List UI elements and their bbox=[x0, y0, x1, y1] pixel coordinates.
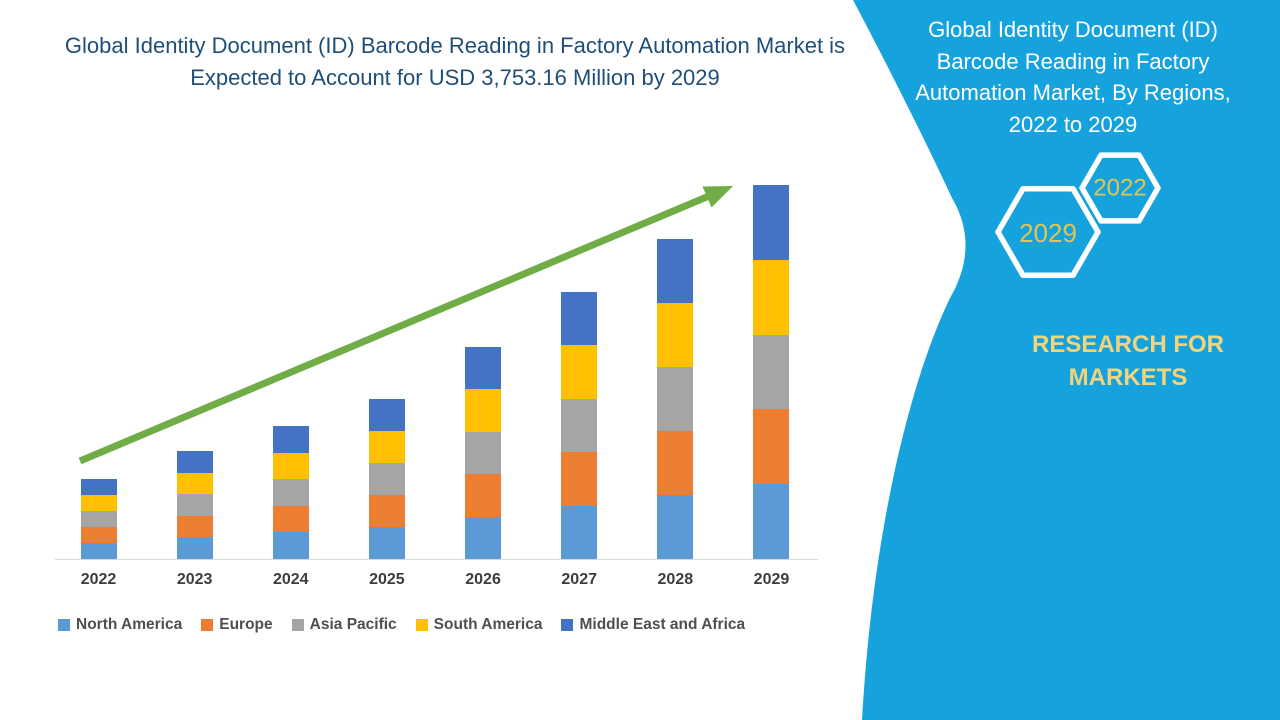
bar-segment-north-america bbox=[176, 537, 213, 559]
bar-segment-middle-east-and-africa bbox=[753, 185, 790, 260]
legend-swatch bbox=[415, 619, 428, 631]
legend-item-north-america: North America bbox=[58, 616, 182, 634]
bar-2029 bbox=[753, 185, 790, 559]
bar-segment-asia-pacific bbox=[80, 511, 117, 528]
x-axis-line bbox=[55, 559, 818, 560]
x-axis-label-2024: 2024 bbox=[272, 571, 309, 588]
bar-segment-europe bbox=[80, 527, 117, 544]
chart-legend: North America Europe Asia Pacific South Ame… bbox=[58, 616, 745, 634]
x-axis-label-2026: 2026 bbox=[465, 571, 501, 588]
right-panel-title: Global Identity Document (ID) Barcode Re… bbox=[915, 17, 1231, 137]
x-axis-label-2025: 2025 bbox=[369, 571, 405, 588]
bar-segment-asia-pacific bbox=[753, 334, 790, 410]
x-axis-label-2029: 2029 bbox=[753, 571, 790, 588]
legend-swatch bbox=[561, 619, 574, 631]
bar-segment-north-america bbox=[272, 532, 309, 559]
x-axis-label-2022: 2022 bbox=[80, 571, 117, 588]
legend-item-south-america: South America bbox=[415, 616, 543, 634]
bar-segment-north-america bbox=[753, 484, 790, 559]
x-axis-label-2028: 2028 bbox=[657, 571, 694, 588]
bar-segment-asia-pacific bbox=[176, 494, 213, 516]
bar-segment-middle-east-and-africa bbox=[80, 479, 117, 496]
bar-segment-europe bbox=[465, 474, 502, 517]
legend-swatch bbox=[58, 619, 70, 631]
bar-segment-south-america bbox=[753, 259, 790, 335]
hexagon-2022-label: 2022 bbox=[1093, 175, 1146, 202]
bar-segment-north-america bbox=[657, 495, 694, 559]
legend-item-europe: Europe bbox=[201, 616, 273, 634]
bar-segment-asia-pacific bbox=[272, 479, 309, 506]
bar-segment-south-america bbox=[176, 472, 213, 495]
blue-curved-shape bbox=[853, 0, 1280, 720]
x-axis-label-2023: 2023 bbox=[176, 571, 213, 588]
bar-segment-europe bbox=[272, 505, 309, 533]
bar-segment-europe bbox=[368, 495, 405, 527]
x-axis-labels: 2022 2023 2024 2025 2026 2027 2028 2029 bbox=[55, 571, 817, 595]
hexagon-2029 bbox=[995, 185, 1101, 279]
legend-item-middle-east-and-africa: Middle East and Africa bbox=[561, 616, 745, 634]
legend-swatch bbox=[201, 619, 214, 631]
legend-label: South America bbox=[433, 616, 543, 633]
bar-2022 bbox=[80, 479, 117, 559]
legend-swatch bbox=[291, 619, 304, 631]
bar-segment-europe bbox=[176, 515, 213, 538]
bar-segment-europe bbox=[753, 409, 790, 485]
legend-label: Europe bbox=[219, 616, 273, 633]
bar-segment-north-america bbox=[561, 505, 598, 559]
brand-text: RESEARCH FOR MARKETS bbox=[1031, 331, 1224, 391]
legend-label: Asia Pacific bbox=[309, 616, 397, 633]
year-hexagons: 2022 2029 bbox=[995, 152, 1161, 279]
hexagon-2022 bbox=[1079, 152, 1161, 224]
legend-label: Middle East and Africa bbox=[579, 616, 746, 633]
bar-segment-north-america bbox=[368, 527, 405, 559]
bar-segment-north-america bbox=[80, 543, 117, 559]
chart-title: Global Identity Document (ID) Barcode Re… bbox=[64, 33, 846, 90]
hexagon-2029-label: 2029 bbox=[1019, 218, 1077, 248]
bar-segment-asia-pacific bbox=[368, 463, 405, 495]
legend-item-asia-pacific: Asia Pacific bbox=[291, 616, 397, 634]
bar-segment-south-america bbox=[80, 495, 117, 512]
x-axis-label-2027: 2027 bbox=[561, 571, 597, 588]
legend-label: North America bbox=[76, 616, 183, 633]
bar-segment-north-america bbox=[465, 516, 502, 559]
